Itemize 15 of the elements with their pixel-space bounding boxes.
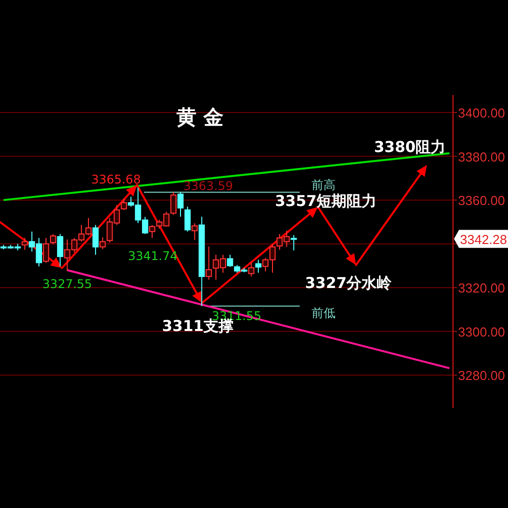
y-tick-label: 3360.00 — [458, 193, 505, 208]
y-tick-label: 3300.00 — [458, 324, 505, 340]
annotation: 3380阻力 — [374, 138, 446, 156]
ref-line-label: 前高 — [312, 178, 336, 192]
annotation: 3363.59 — [183, 179, 234, 194]
annotation: 3327分水岭 — [305, 274, 393, 292]
y-tick-label: 3380.00 — [458, 149, 505, 164]
y-tick-label: 3400.00 — [458, 106, 505, 121]
annotation: 3357短期阻力 — [275, 192, 377, 210]
y-tick-label: 3320.00 — [458, 280, 505, 296]
text: 黄 金 — [176, 105, 224, 129]
ref-line-label: 前低 — [312, 306, 336, 320]
annotation: 3327.55 — [42, 277, 92, 292]
annotation: 3365.68 — [91, 172, 141, 187]
y-tick-label: 3280.00 — [458, 368, 505, 384]
